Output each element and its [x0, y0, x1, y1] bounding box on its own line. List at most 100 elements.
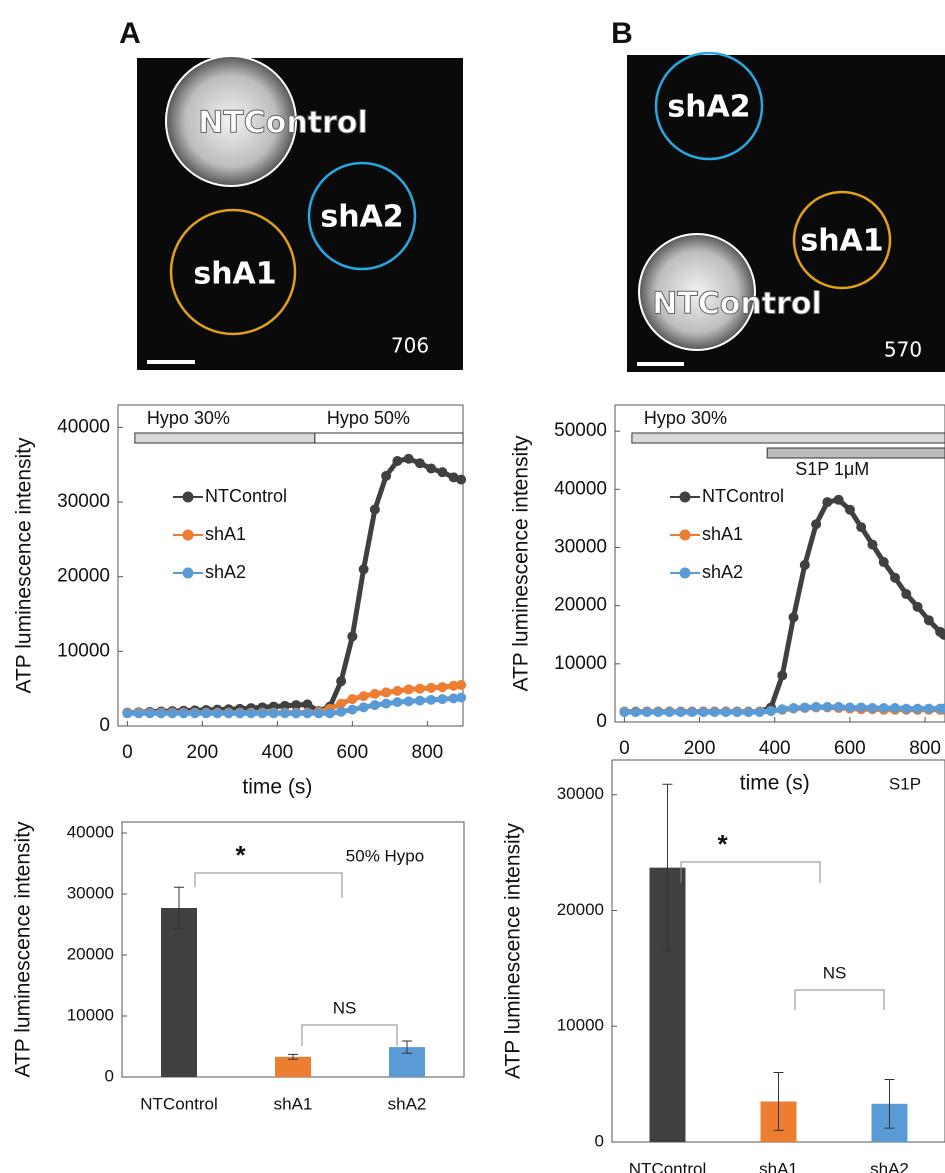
data-point	[359, 564, 369, 574]
significance-label: NS	[333, 998, 357, 1017]
data-point	[314, 708, 324, 718]
data-point	[404, 454, 414, 464]
data-point	[426, 695, 436, 705]
data-point	[167, 708, 177, 718]
data-point	[347, 705, 357, 715]
y-tick-label: 40000	[67, 822, 114, 841]
data-point	[381, 699, 391, 709]
data-point	[619, 707, 629, 717]
data-point	[631, 707, 641, 717]
data-point	[890, 703, 900, 713]
x-tick-label: 0	[619, 738, 630, 759]
data-point	[766, 706, 776, 716]
x-tick-label: 800	[909, 738, 941, 759]
stimulus-label: Hypo 30%	[147, 408, 230, 428]
x-tick-label: shA1	[274, 1094, 313, 1113]
legend-marker	[680, 492, 691, 503]
data-point	[811, 519, 821, 529]
image-number: 570	[884, 338, 922, 362]
data-point	[212, 708, 222, 718]
data-point	[246, 708, 256, 718]
y-tick-label: 40000	[57, 416, 110, 437]
legend-label: NTControl	[205, 486, 287, 506]
data-point	[437, 694, 447, 704]
panel-label: B	[611, 17, 633, 50]
y-tick-label: 20000	[557, 900, 604, 919]
y-axis-label: ATP luminescence intensity	[502, 822, 525, 1079]
x-tick-label: shA1	[759, 1159, 798, 1173]
data-point	[392, 686, 402, 696]
x-tick-label: 400	[759, 738, 791, 759]
y-tick-label: 20000	[67, 944, 114, 963]
x-axis-label: time (s)	[242, 776, 312, 799]
legend-marker	[183, 530, 194, 541]
data-point	[426, 683, 436, 693]
panel-label: A	[119, 17, 141, 50]
x-tick-label: 200	[684, 738, 716, 759]
data-point	[336, 676, 346, 686]
data-point	[743, 707, 753, 717]
figure: A NTControl shA2 shA1 706 B shA2 shA1 NT…	[0, 0, 945, 1173]
data-point	[280, 708, 290, 718]
data-point	[687, 707, 697, 717]
data-point	[359, 691, 369, 701]
significance-label: *	[235, 840, 246, 870]
legend-marker	[680, 568, 691, 579]
y-tick-label: 10000	[554, 653, 607, 674]
significance-bracket	[195, 873, 342, 898]
legend-label: shA2	[702, 562, 743, 582]
legend-marker	[183, 568, 194, 579]
data-point	[710, 707, 720, 717]
data-point	[664, 707, 674, 717]
y-tick-label: 30000	[67, 883, 114, 902]
x-tick-label: 600	[834, 738, 866, 759]
chart-note: S1P	[889, 774, 921, 793]
data-point	[269, 708, 279, 718]
data-point	[415, 684, 425, 694]
data-point	[755, 707, 765, 717]
data-point	[856, 522, 866, 532]
data-point	[834, 495, 844, 505]
x-tick-label: 400	[262, 742, 294, 763]
stimulus-label: Hypo 50%	[327, 408, 410, 428]
data-point	[404, 696, 414, 706]
data-point	[822, 497, 832, 507]
data-point	[302, 708, 312, 718]
legend-label: shA1	[702, 524, 743, 544]
data-point	[800, 560, 810, 570]
data-point	[789, 612, 799, 622]
significance-bracket	[302, 1025, 397, 1046]
x-tick-label: shA2	[870, 1159, 909, 1173]
data-point	[156, 708, 166, 718]
x-tick-label: 0	[122, 742, 133, 763]
stimulus-bar	[767, 448, 945, 458]
data-point	[834, 702, 844, 712]
data-point	[913, 704, 923, 714]
y-tick-label: 0	[595, 1131, 604, 1150]
data-point	[257, 708, 267, 718]
significance-label: *	[717, 829, 728, 859]
y-tick-label: 0	[99, 715, 110, 736]
data-point	[370, 689, 380, 699]
significance-bracket	[681, 862, 820, 883]
data-point	[224, 708, 234, 718]
data-point	[676, 707, 686, 717]
y-tick-label: 10000	[67, 1005, 114, 1024]
data-point	[867, 540, 877, 550]
data-point	[381, 687, 391, 697]
x-tick-label: NTControl	[629, 1159, 706, 1173]
y-tick-label: 20000	[554, 595, 607, 616]
data-point	[867, 703, 877, 713]
data-point	[789, 703, 799, 713]
plot-frame	[118, 405, 463, 726]
data-point	[856, 702, 866, 712]
bar	[161, 908, 197, 1077]
data-point	[879, 557, 889, 567]
data-point	[134, 708, 144, 718]
data-point	[179, 708, 189, 718]
legend-label: NTControl	[702, 486, 784, 506]
data-point	[456, 693, 466, 703]
data-point	[698, 707, 708, 717]
data-point	[201, 708, 211, 718]
data-point	[370, 700, 380, 710]
